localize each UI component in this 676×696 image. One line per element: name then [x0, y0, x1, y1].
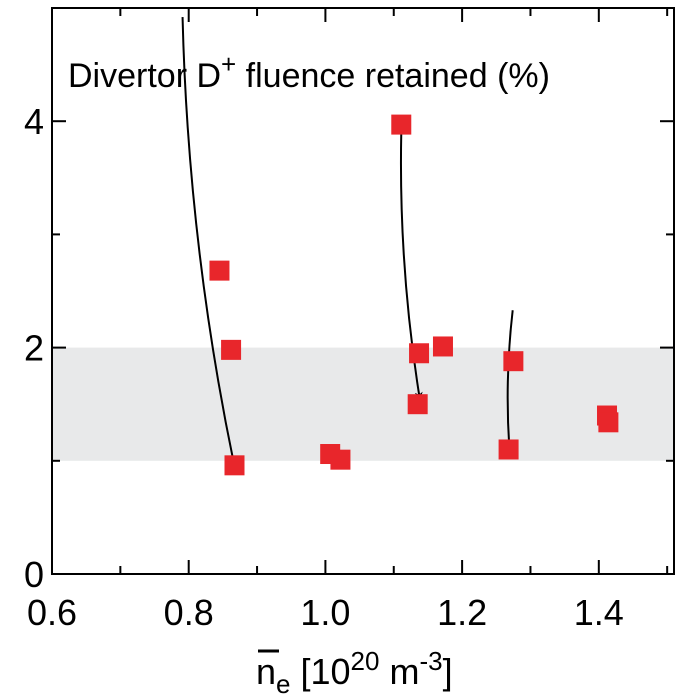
y-tick-label: 0	[24, 554, 44, 595]
trend-arrow	[399, 132, 423, 401]
data-point	[391, 114, 412, 135]
x-tick-label: 0.6	[27, 592, 77, 633]
data-point	[221, 339, 242, 360]
data-point-layer	[209, 114, 619, 476]
data-point	[330, 449, 351, 470]
trend-arrow	[181, 17, 237, 465]
arrow-layer	[181, 17, 514, 465]
x-tick-label: 1.0	[300, 592, 350, 633]
data-point	[503, 351, 524, 372]
x-axis-label: ne [1020 m-3]	[256, 646, 453, 696]
data-point	[498, 439, 519, 460]
data-point	[409, 343, 430, 364]
plot-frame	[51, 7, 675, 575]
chart-title-prefix: Divertor D	[68, 57, 221, 95]
x-axis-label-unit-exponent: -3	[419, 646, 442, 676]
data-point	[224, 455, 245, 476]
y-tick-label: 2	[24, 328, 44, 369]
x-axis-label-subscript: e	[276, 669, 290, 696]
x-axis-label-unit: m	[379, 651, 419, 692]
x-tick-label: 0.8	[164, 592, 214, 633]
x-axis-label-symbol: n	[256, 651, 276, 692]
data-point	[598, 412, 619, 433]
chart-title-suffix: fluence retained (%)	[236, 57, 550, 95]
y-tick-labels: 0 2 4	[24, 101, 44, 595]
x-tick-label: 1.4	[574, 592, 624, 633]
chart-title-superscript: +	[221, 49, 236, 79]
data-point	[407, 394, 428, 415]
y-tick-label: 4	[24, 101, 44, 142]
shaded-band	[52, 347, 674, 461]
x-axis-label-bracket-open: [10	[291, 651, 351, 692]
chart-title: Divertor D+ fluence retained (%)	[68, 49, 550, 95]
data-point	[209, 260, 230, 281]
data-point	[432, 336, 453, 357]
shaded-band-layer	[52, 347, 674, 461]
x-tick-label: 1.2	[437, 592, 487, 633]
x-axis-label-exponent: 20	[351, 646, 380, 676]
x-tick-labels: 0.6 0.8 1.0 1.2 1.4	[27, 592, 624, 633]
trend-arrow	[504, 310, 514, 449]
x-axis-label-bracket-close: ]	[443, 651, 453, 692]
